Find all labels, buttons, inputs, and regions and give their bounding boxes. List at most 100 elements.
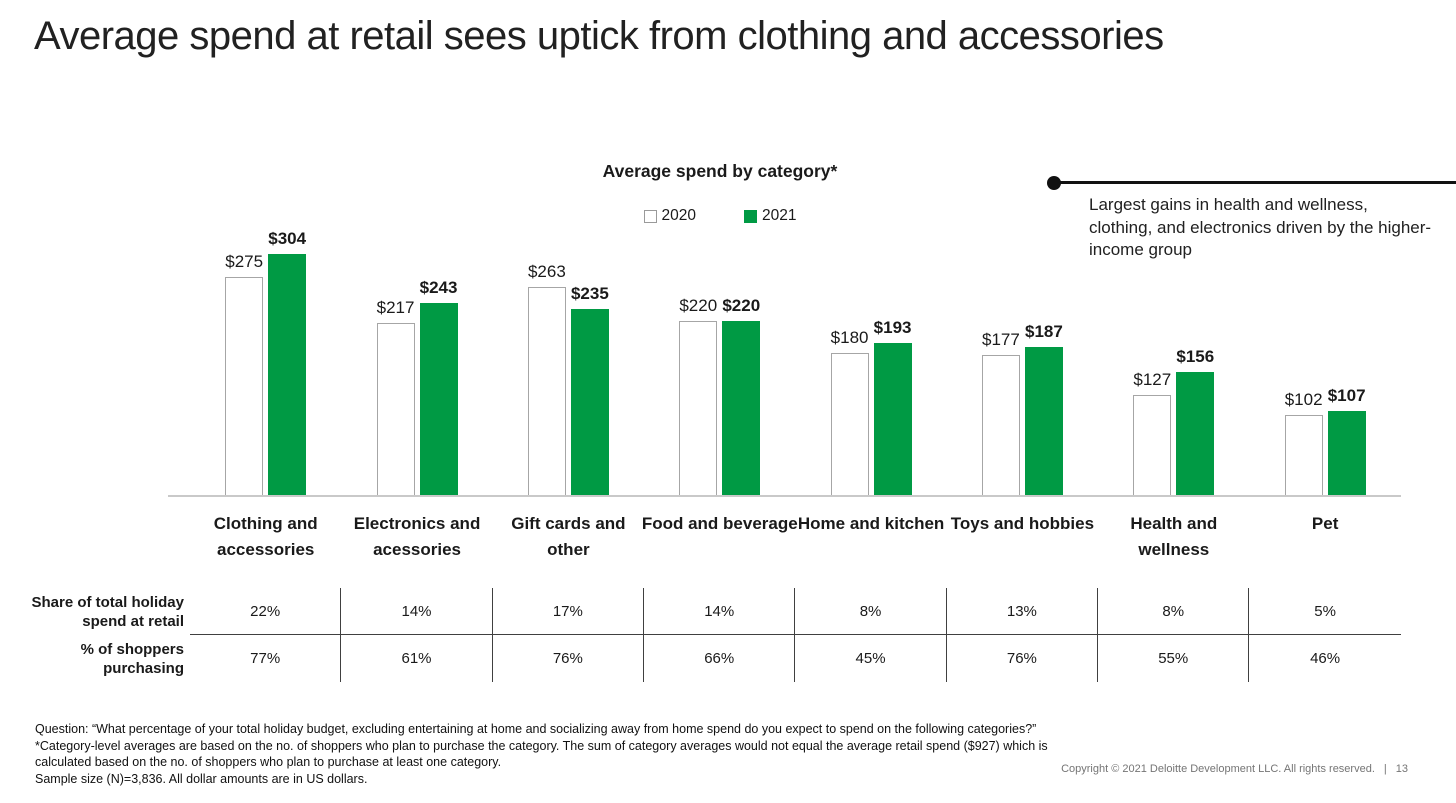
bar-chart-plot-area: $275 $304 $217 $243 $263 $235 $220 $220 $180 $193… <box>190 225 1402 497</box>
table-cell: 17% <box>492 588 645 635</box>
bar-column-2020: $127 <box>1133 370 1172 497</box>
footnote-line: *Category-level averages are based on th… <box>35 738 1048 753</box>
table-cell: 8% <box>795 588 947 635</box>
bar-group-health-and-wellness: $127 $156 <box>1133 347 1215 497</box>
bar-value-label-2020: $217 <box>376 298 415 317</box>
category-label-food-and-beverage: Food and beverage <box>641 514 798 533</box>
footnote-line: Sample size (N)=3,836. All dollar amount… <box>35 771 368 786</box>
callout-connector-line <box>1052 181 1456 184</box>
bar-column-2021: $193 <box>873 318 912 497</box>
bar-column-2021: $304 <box>268 229 307 497</box>
table-cell: 22% <box>190 588 342 635</box>
bar-value-label-2021: $304 <box>268 229 307 248</box>
bar-group-home-and-kitchen: $180 $193 <box>830 318 912 497</box>
bar-column-2020: $220 <box>679 296 718 497</box>
table-cell: 14% <box>341 588 493 635</box>
table-cell: 55% <box>1098 635 1250 682</box>
chart-legend: 2020 2021 <box>420 207 1020 225</box>
bar-2020-food-and-beverage <box>679 321 718 497</box>
chart-title: Average spend by category* <box>602 161 838 181</box>
bar-group-pet: $102 $107 <box>1284 386 1366 497</box>
callout-dot-icon <box>1047 176 1061 190</box>
bar-2020-pet <box>1284 415 1323 497</box>
bar-group-toys-and-hobbies: $177 $187 <box>981 322 1063 497</box>
bar-value-label-2020: $180 <box>830 328 869 347</box>
category-label-toys-and-hobbies: Toys and hobbies <box>950 514 1095 533</box>
bar-value-label-2021: $235 <box>570 284 609 303</box>
copyright-text: Copyright © 2021 Deloitte Development LL… <box>1061 763 1375 775</box>
category-label-gift-cards-and-other: Gift cards and other <box>511 514 626 559</box>
bar-group-clothing-and-accessories: $275 $304 <box>225 229 307 497</box>
footnote-line: calculated based on the no. of shoppers … <box>35 755 502 769</box>
bar-value-label-2020: $275 <box>225 252 264 271</box>
page-number: 13 <box>1395 763 1408 775</box>
bar-2020-health-and-wellness <box>1133 395 1172 497</box>
page-title: Average spend at retail sees uptick from… <box>34 14 1164 58</box>
bar-column-2021: $107 <box>1327 386 1366 497</box>
bar-value-label-2020: $263 <box>527 262 566 281</box>
bar-2020-home-and-kitchen <box>830 353 869 497</box>
legend-item-2021: 2021 <box>744 207 796 225</box>
bar-2020-gift-cards-and-other <box>527 287 566 497</box>
callout-text: Largest gains in health and wellness, cl… <box>1089 195 1432 259</box>
bar-column-2020: $263 <box>527 262 566 497</box>
bar-value-label-2020: $220 <box>679 296 718 315</box>
table-cell: 5% <box>1249 588 1401 635</box>
bar-group-electronics-and-acessories: $217 $243 <box>376 278 458 497</box>
table-cell: 14% <box>644 588 796 635</box>
legend-label-2021: 2021 <box>762 207 797 224</box>
bar-2021-clothing-and-accessories <box>268 254 307 497</box>
legend-label-2020: 2020 <box>661 207 696 224</box>
copyright-bar: Copyright © 2021 Deloitte Development LL… <box>1061 763 1408 775</box>
bar-column-2021: $243 <box>419 278 458 497</box>
bar-value-label-2020: $102 <box>1284 390 1323 409</box>
bar-value-label-2020: $177 <box>982 330 1020 349</box>
table-cell: 13% <box>946 588 1099 635</box>
bar-column-2020: $102 <box>1284 390 1323 497</box>
bar-2021-electronics-and-acessories <box>419 303 458 497</box>
category-label-clothing-and-accessories: Clothing and accessories <box>213 514 318 559</box>
bar-2021-home-and-kitchen <box>873 343 912 497</box>
bar-2020-electronics-and-acessories <box>376 323 415 497</box>
bar-value-label-2021: $243 <box>419 278 458 297</box>
bar-column-2020: $180 <box>830 328 869 497</box>
bar-2021-toys-and-hobbies <box>1024 347 1063 497</box>
bar-group-food-and-beverage: $220 $220 <box>679 296 761 497</box>
table-row-header: Share of total holiday spend at retail <box>31 593 184 630</box>
bar-2021-pet <box>1327 411 1366 497</box>
category-label-home-and-kitchen: Home and kitchen <box>797 514 945 533</box>
footnote-line: Question: “What percentage of your total… <box>35 722 1037 736</box>
bar-column-2021: $235 <box>570 284 609 497</box>
copyright-separator: | <box>1383 763 1387 775</box>
bar-value-label-2021: $187 <box>1025 322 1063 341</box>
bar-column-2020: $275 <box>225 252 264 497</box>
summary-table: Share of total holiday spend at retail 22… <box>0 588 1401 682</box>
category-label-pet: Pet <box>1311 514 1339 533</box>
table-cell: 76% <box>947 635 1099 682</box>
bar-value-label-2021: $193 <box>873 318 912 337</box>
bar-2020-toys-and-hobbies <box>981 355 1020 497</box>
bar-2021-food-and-beverage <box>722 321 761 497</box>
bar-value-label-2021: $156 <box>1176 347 1215 366</box>
bar-group-gift-cards-and-other: $263 $235 <box>527 262 609 497</box>
bar-column-2020: $217 <box>376 298 415 497</box>
bar-column-2020: $177 <box>981 330 1020 497</box>
table-cell: 77% <box>190 635 342 682</box>
footnotes: Question: “What percentage of your total… <box>35 721 1048 787</box>
bar-2021-health-and-wellness <box>1176 372 1215 497</box>
category-label-health-and-wellness: Health and wellness <box>1130 514 1218 559</box>
table-cell: 76% <box>493 635 645 682</box>
bar-2020-clothing-and-accessories <box>225 277 264 497</box>
bar-column-2021: $156 <box>1176 347 1215 497</box>
table-cell: 66% <box>644 635 796 682</box>
bar-2021-gift-cards-and-other <box>570 309 609 497</box>
bar-value-label-2021: $220 <box>722 296 761 315</box>
table-row-header: % of shoppers purchasing <box>80 640 184 677</box>
legend-item-2020: 2020 <box>643 207 696 225</box>
x-axis-line <box>168 495 1401 497</box>
legend-swatch-2020 <box>643 209 657 223</box>
table-cell: 46% <box>1310 650 1341 667</box>
table-cell: 61% <box>341 635 493 682</box>
bar-value-label-2020: $127 <box>1133 370 1172 389</box>
